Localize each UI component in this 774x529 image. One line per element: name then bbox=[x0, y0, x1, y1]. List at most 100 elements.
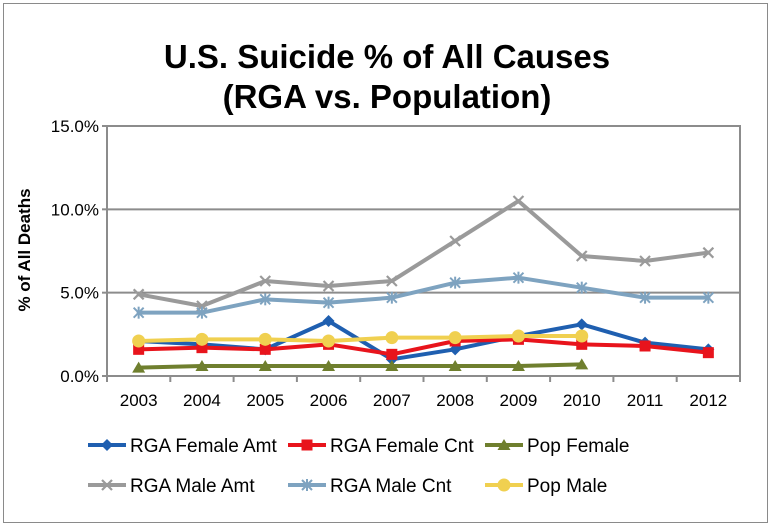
data-point bbox=[575, 318, 588, 331]
legend-marker bbox=[301, 439, 313, 451]
data-point bbox=[196, 306, 208, 319]
data-point bbox=[639, 291, 651, 304]
series-pop-female bbox=[132, 358, 589, 373]
data-point bbox=[258, 332, 272, 346]
legend-label: RGA Male Amt bbox=[130, 476, 255, 497]
data-point bbox=[386, 275, 398, 287]
gridlines bbox=[107, 125, 740, 294]
marker-stroke bbox=[639, 255, 651, 267]
y-tick-labels: 0.0% 5.0% 10.0% 15.0% bbox=[51, 117, 99, 386]
data-point bbox=[449, 235, 461, 247]
data-point bbox=[575, 329, 589, 343]
marker-stroke bbox=[512, 195, 525, 207]
series-rga-male-amt bbox=[132, 195, 715, 312]
marker-stroke bbox=[449, 235, 461, 247]
data-point bbox=[322, 280, 335, 292]
series-line bbox=[136, 199, 711, 308]
data-point bbox=[576, 281, 588, 294]
marker-stroke bbox=[132, 288, 145, 301]
series-lines bbox=[132, 195, 715, 373]
data-point bbox=[702, 347, 714, 359]
data-point bbox=[195, 332, 209, 346]
legend-entry: Pop Male bbox=[485, 476, 607, 497]
data-point bbox=[576, 338, 588, 350]
series-line bbox=[136, 275, 711, 315]
y-tick-label: 5.0% bbox=[60, 284, 99, 303]
marker-stroke bbox=[386, 275, 398, 287]
data-point bbox=[575, 250, 588, 262]
legend-marker bbox=[101, 439, 113, 451]
data-point bbox=[575, 358, 589, 370]
data-point bbox=[448, 360, 462, 371]
data-point bbox=[639, 340, 651, 352]
x-tick-label: 2009 bbox=[500, 391, 538, 410]
legend-marker bbox=[497, 478, 511, 492]
marker-stroke bbox=[101, 479, 113, 491]
legend-entry: Pop Female bbox=[485, 436, 629, 457]
x-tick-labels: 2003 2004 2005 2006 2007 2008 2009 2010 2011 2012 bbox=[120, 391, 728, 410]
y-tick-label: 0.0% bbox=[60, 367, 99, 386]
data-point bbox=[386, 291, 398, 304]
data-point bbox=[259, 293, 271, 306]
legend-marker bbox=[301, 479, 313, 491]
data-point bbox=[132, 288, 145, 301]
y-tick-label: 10.0% bbox=[51, 200, 99, 219]
data-point bbox=[322, 315, 335, 327]
chart-frame bbox=[3, 3, 768, 523]
legend-label: Pop Male bbox=[527, 476, 607, 497]
data-point bbox=[196, 342, 208, 354]
x-tick-label: 2008 bbox=[436, 391, 474, 410]
series-line bbox=[136, 334, 584, 343]
series-pop-male bbox=[132, 329, 589, 348]
legend-label: RGA Male Cnt bbox=[330, 476, 452, 497]
series-line bbox=[136, 362, 584, 370]
data-point bbox=[511, 329, 525, 343]
legend-entry: RGA Male Amt bbox=[88, 476, 255, 497]
x-tick-label: 2012 bbox=[689, 391, 727, 410]
x-tick-label: 2003 bbox=[120, 391, 158, 410]
data-point bbox=[639, 255, 651, 267]
marker-stroke bbox=[259, 275, 272, 287]
chart-title: U.S. Suicide % of All Causes bbox=[163, 38, 611, 75]
data-point bbox=[385, 331, 399, 345]
data-point bbox=[449, 276, 461, 289]
y-tick-label: 15.0% bbox=[51, 117, 99, 136]
x-tick-label: 2010 bbox=[563, 391, 601, 410]
x-tick-label: 2004 bbox=[183, 391, 221, 410]
x-tick-label: 2005 bbox=[246, 391, 284, 410]
legend-marker bbox=[497, 439, 511, 450]
legend-label: RGA Female Amt bbox=[130, 436, 277, 457]
data-point bbox=[322, 360, 336, 371]
legend-marker bbox=[101, 479, 113, 491]
chart-subtitle: (RGA vs. Population) bbox=[222, 78, 552, 115]
data-point bbox=[512, 271, 525, 284]
data-point bbox=[322, 334, 336, 348]
data-point bbox=[702, 246, 715, 259]
data-point bbox=[702, 291, 715, 304]
legend: RGA Female Amt RGA Female Cnt Pop Female RG… bbox=[88, 436, 629, 497]
data-point bbox=[386, 348, 398, 360]
data-point bbox=[259, 343, 271, 355]
x-tick-label: 2006 bbox=[310, 391, 348, 410]
data-point bbox=[133, 343, 145, 355]
x-tick-label: 2007 bbox=[373, 391, 411, 410]
legend-label: RGA Female Cnt bbox=[330, 436, 474, 457]
data-point bbox=[322, 296, 335, 309]
data-point bbox=[258, 360, 272, 371]
data-point bbox=[259, 275, 272, 287]
series-line bbox=[136, 337, 711, 357]
data-point bbox=[132, 306, 145, 319]
data-point bbox=[132, 361, 146, 373]
legend-entry: RGA Female Amt bbox=[88, 436, 277, 457]
legend-entry: RGA Male Cnt bbox=[288, 476, 452, 497]
legend-label: Pop Female bbox=[527, 436, 629, 457]
x-tick-label: 2011 bbox=[627, 391, 664, 410]
data-point bbox=[511, 360, 525, 371]
marker-stroke bbox=[322, 280, 335, 292]
marker-stroke bbox=[702, 246, 715, 259]
y-axis-label: % of All Deaths bbox=[15, 188, 34, 311]
data-point bbox=[448, 331, 462, 345]
marker-stroke bbox=[575, 250, 588, 262]
data-point bbox=[385, 360, 399, 371]
